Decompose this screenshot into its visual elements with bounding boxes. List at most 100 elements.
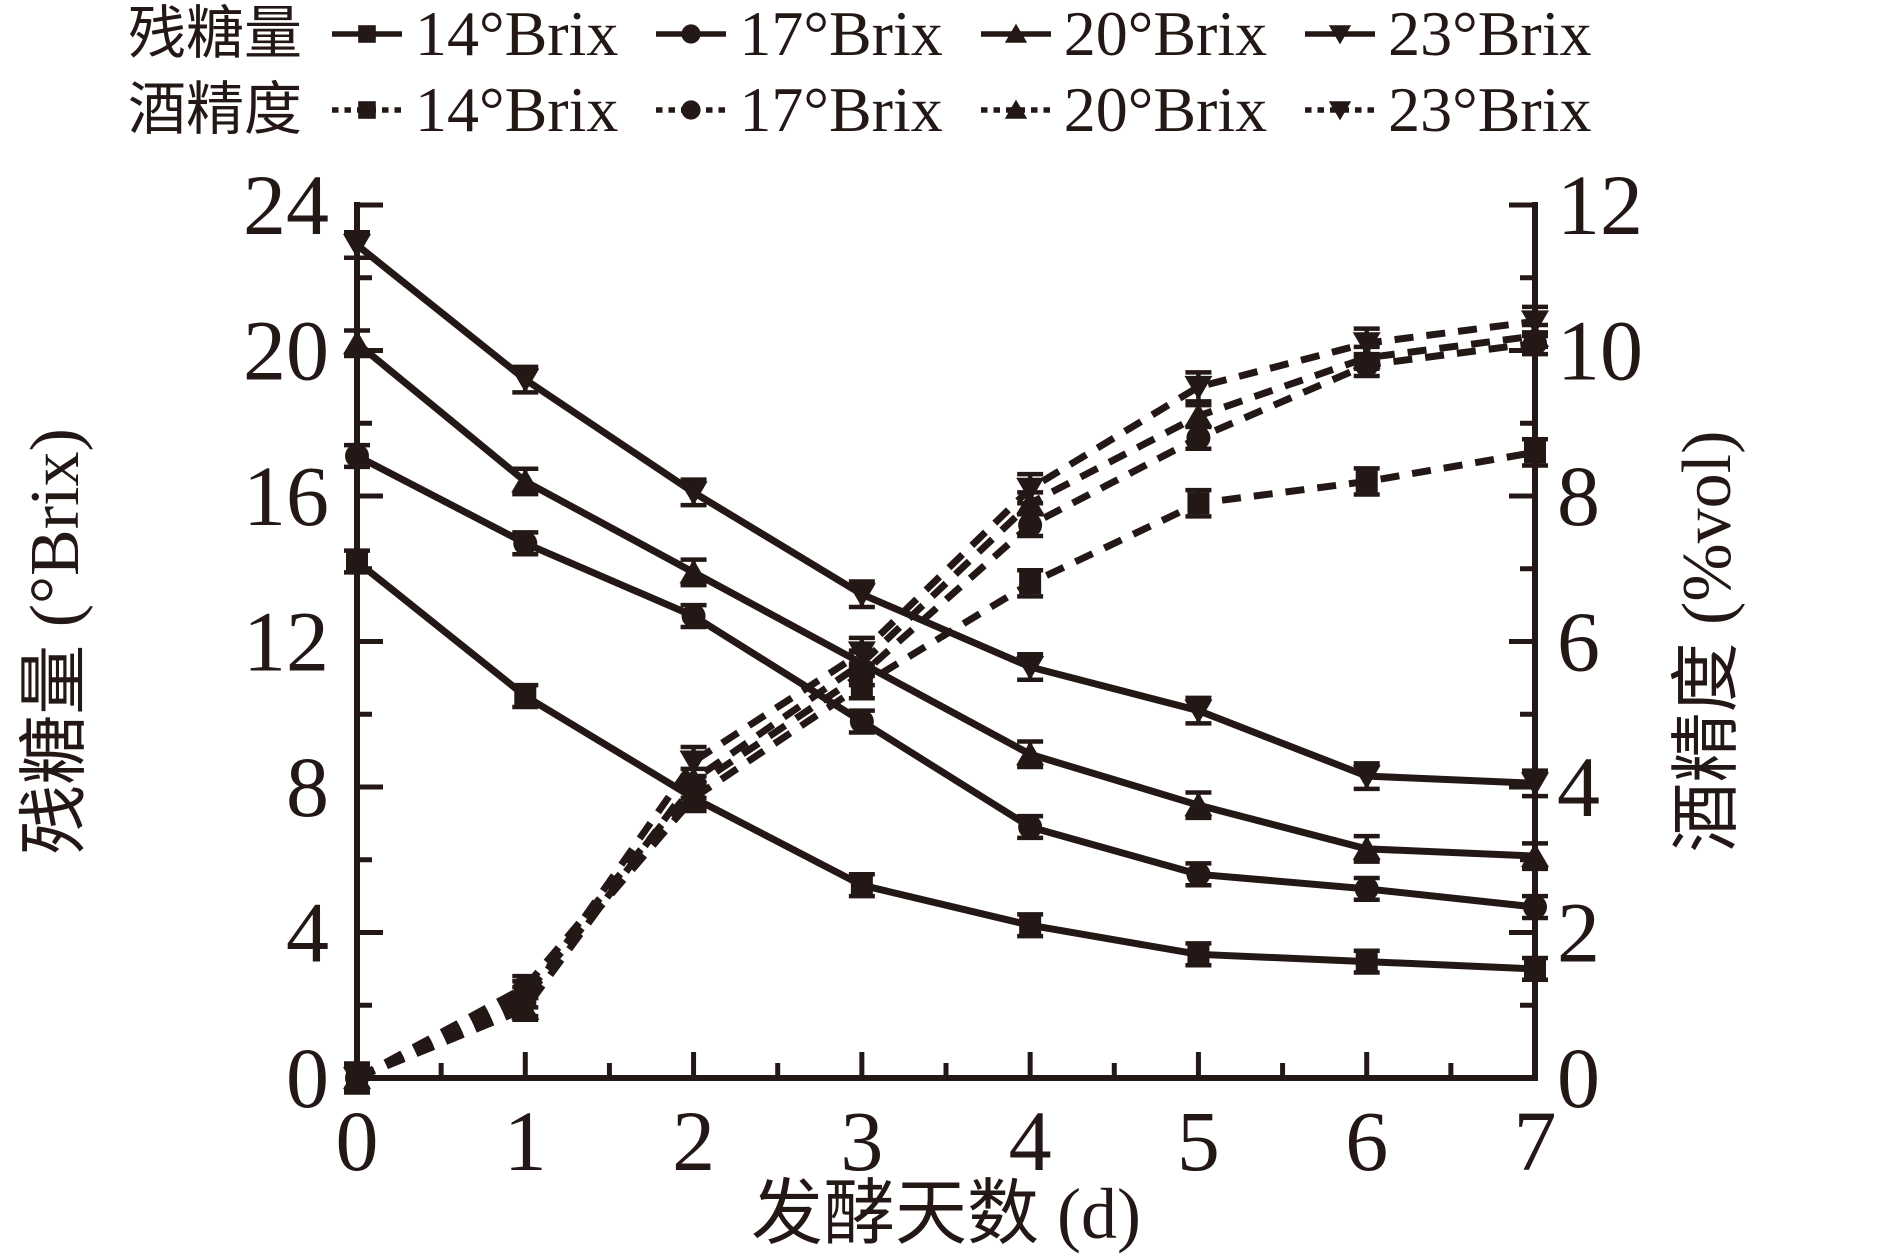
- square-marker: [358, 25, 376, 43]
- x-axis-tick-label: 2: [672, 1093, 715, 1189]
- legend-group-label-residual-sugar: 残糖量: [128, 1, 303, 66]
- series-solid-1: [344, 442, 1548, 921]
- solid-line: [355, 452, 1536, 911]
- dashed-line: [355, 332, 1536, 1082]
- legend-entry-solid-17brix: 17°Brix: [656, 2, 943, 66]
- legend-entry-solid-20brix: 20°Brix: [980, 0, 1268, 69]
- x-axis-tick-label: 3: [840, 1093, 883, 1189]
- triangle-down-marker: [511, 990, 540, 1015]
- circle-marker: [1523, 895, 1547, 920]
- solid-line-sample-icon: [332, 25, 403, 43]
- circle-marker: [1354, 876, 1379, 901]
- chart-legend: 残糖量 14°Brix 17°Brix 20°Brix 23°Brix 酒精度 14°…: [128, 2, 1592, 142]
- square-marker: [346, 550, 368, 573]
- square-marker: [1524, 441, 1546, 464]
- dashed-line: [355, 317, 1536, 1082]
- left-axis-tick-label: 24: [243, 157, 329, 253]
- solid-line-sample-icon: [980, 23, 1051, 43]
- legend-group-label-alcohol: 酒精度: [128, 77, 303, 142]
- right-axis-tick-label: 4: [1557, 739, 1600, 835]
- x-axis-title: 发酵天数 (d): [751, 1174, 1141, 1254]
- circle-marker: [1018, 815, 1043, 840]
- series-dashed-7: [343, 304, 1549, 1095]
- triangle-down-marker: [343, 1067, 371, 1091]
- legend-entry-label: 23°Brix: [1388, 0, 1592, 69]
- square-marker: [1355, 950, 1378, 973]
- x-axis-tick-label: 4: [1009, 1093, 1052, 1189]
- legend-entry-label: 23°Brix: [1388, 74, 1592, 145]
- circle-marker: [345, 443, 369, 468]
- square-marker: [1524, 957, 1546, 980]
- circle-marker: [1186, 862, 1211, 887]
- dashed-line-sample-icon: [1305, 101, 1376, 121]
- solid-line: [354, 340, 1536, 860]
- legend-entry-label: 20°Brix: [1063, 0, 1268, 69]
- triangle-down-marker: [511, 368, 540, 393]
- left-axis-tick-label: 20: [243, 303, 329, 399]
- solid-line: [354, 558, 1536, 973]
- circle-marker: [681, 604, 706, 629]
- circle-marker: [513, 531, 538, 556]
- right-axis-tick-label: 10: [1557, 303, 1643, 399]
- legend-entry-label: 17°Brix: [739, 74, 943, 145]
- legend-row-residual-sugar: 残糖量 14°Brix 17°Brix 20°Brix 23°Brix: [128, 2, 1592, 66]
- left-axis-tick-label: 8: [286, 739, 329, 835]
- right-axis-tick-label: 2: [1557, 885, 1600, 981]
- triangle-up-marker: [1004, 99, 1027, 119]
- x-axis-tick-label: 1: [504, 1093, 547, 1189]
- left-axis-tick-label: 4: [286, 885, 329, 981]
- legend-entry-dashed-14brix: 14°Brix: [332, 78, 618, 142]
- legend-entry-label: 14°Brix: [415, 74, 619, 145]
- triangle-down-marker: [847, 641, 876, 666]
- legend-entry-label: 14°Brix: [415, 0, 619, 69]
- triangle-up-marker: [511, 468, 540, 493]
- left-axis-tick-label: 16: [243, 448, 329, 544]
- legend-entries-residual-sugar: 14°Brix 17°Brix 20°Brix 23°Brix: [332, 2, 1592, 66]
- x-axis-tick-label: 5: [1177, 1093, 1220, 1189]
- legend-entry-solid-23brix: 23°Brix: [1305, 0, 1592, 69]
- dashed-line: [355, 339, 1536, 1082]
- triangle-up-marker: [1521, 843, 1549, 868]
- triangle-up-marker: [343, 330, 371, 355]
- square-marker: [1187, 943, 1210, 966]
- triangle-down-marker: [847, 583, 876, 608]
- triangle-up-marker: [1016, 741, 1045, 766]
- square-marker: [1019, 572, 1042, 595]
- legend-entries-alcohol: 14°Brix 17°Brix 20°Brix 23°Brix: [332, 78, 1592, 142]
- triangle-down-marker: [679, 481, 708, 506]
- square-marker: [1355, 470, 1378, 493]
- legend-row-alcohol: 酒精度 14°Brix 17°Brix 20°Brix 23°Brix: [128, 78, 1592, 142]
- left-axis-tick-label: 0: [286, 1030, 329, 1126]
- triangle-up-marker: [1184, 402, 1213, 427]
- square-marker: [514, 685, 537, 708]
- triangle-down-marker: [1016, 477, 1045, 502]
- right-axis-tick-label: 6: [1557, 594, 1600, 690]
- circle-marker: [1186, 425, 1211, 450]
- x-axis-tick-label: 7: [1514, 1093, 1557, 1189]
- axis-ticks: [354, 202, 1538, 1081]
- circle-marker: [849, 709, 874, 734]
- triangle-down-marker: [1521, 310, 1549, 335]
- triangle-up-marker: [1004, 23, 1027, 43]
- circle-marker: [1018, 513, 1043, 538]
- dashed-line-sample-icon: [332, 101, 403, 119]
- legend-entry-label: 20°Brix: [1063, 74, 1268, 145]
- right-axis-tick-label: 8: [1557, 448, 1600, 544]
- legend-entry-dashed-17brix: 17°Brix: [656, 74, 943, 145]
- triangle-down-marker: [1184, 699, 1213, 724]
- left-axis-tick-label: 12: [243, 594, 329, 690]
- series-solid-2: [343, 328, 1549, 872]
- dashed-line-sample-icon: [980, 99, 1051, 119]
- triangle-down-marker: [1521, 772, 1549, 797]
- triangle-down-marker: [343, 234, 371, 259]
- dashed-line-sample-icon: [656, 100, 727, 120]
- right-axis-tick-label: 0: [1557, 1030, 1600, 1126]
- triangle-up-marker: [1352, 835, 1381, 860]
- triangle-down-marker: [1016, 655, 1045, 680]
- triangle-down-marker: [1328, 101, 1352, 121]
- triangle-down-marker: [1328, 25, 1352, 45]
- triangle-up-marker: [679, 766, 708, 791]
- triangle-down-marker: [1184, 375, 1213, 400]
